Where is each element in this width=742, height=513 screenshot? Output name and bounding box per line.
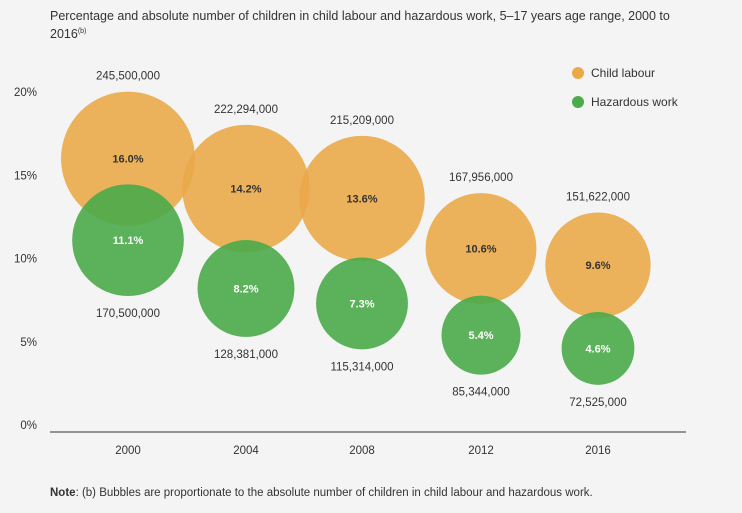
x-tick-label: 2004 — [233, 445, 259, 457]
x-tick-label: 2012 — [468, 445, 494, 457]
child-labour-bubble — [425, 193, 537, 304]
child-labour-absolute-label: 245,500,000 — [96, 71, 160, 83]
child-labour-absolute-label: 222,294,000 — [214, 104, 278, 116]
child-labour-bubble — [61, 91, 195, 226]
hazardous-work-percent-label: 8.2% — [233, 283, 258, 295]
child-labour-bubble — [545, 212, 651, 318]
y-tick-label: 5% — [20, 337, 37, 349]
child-labour-percent-label: 16.0% — [112, 154, 143, 166]
hazardous-work-percent-label: 5.4% — [468, 330, 493, 342]
legend-child-labour-label: Child labour — [591, 66, 655, 80]
hazardous-work-bubble — [561, 311, 635, 385]
child-labour-absolute-label: 215,209,000 — [330, 115, 394, 127]
hazardous-work-percent-label: 7.3% — [349, 298, 374, 310]
legend-hazardous-work-swatch — [572, 96, 584, 108]
hazardous-work-bubble — [441, 295, 521, 375]
x-tick-label: 2008 — [349, 445, 375, 457]
child-labour-percent-label: 13.6% — [346, 194, 377, 206]
hazardous-work-percent-label: 11.1% — [113, 235, 144, 247]
child-labour-percent-label: 14.2% — [230, 184, 261, 196]
hazardous-work-percent-label: 4.6% — [585, 343, 610, 355]
chart-title: Percentage and absolute number of childr… — [50, 9, 670, 42]
y-tick-label: 10% — [14, 254, 37, 266]
legend-child-labour-swatch — [572, 67, 584, 79]
child-labour-percent-label: 10.6% — [465, 244, 496, 256]
child-labour-bubble — [299, 135, 425, 262]
hazardous-work-bubble — [197, 240, 295, 337]
note-text: : (b) Bubbles are proportionate to the a… — [75, 487, 593, 499]
child-labour-absolute-label: 151,622,000 — [566, 192, 630, 204]
hazardous-work-bubble — [72, 184, 184, 297]
hazardous-work-absolute-label: 72,525,000 — [569, 397, 627, 409]
hazardous-work-absolute-label: 170,500,000 — [96, 308, 160, 320]
chart-note: Note: (b) Bubbles are proportionate to t… — [50, 487, 730, 499]
y-tick-label: 15% — [14, 170, 37, 182]
y-tick-label: 0% — [20, 420, 37, 432]
x-tick-label: 2000 — [115, 445, 141, 457]
title-note-marker: (b) — [77, 28, 87, 35]
hazardous-work-absolute-label: 85,344,000 — [452, 387, 510, 399]
child-labour-bubble — [182, 124, 310, 253]
x-tick-label: 2016 — [585, 445, 611, 457]
legend-hazardous-work-label: Hazardous work — [591, 95, 679, 109]
child-labour-percent-label: 9.6% — [585, 260, 610, 272]
child-labour-absolute-label: 167,956,000 — [449, 172, 513, 184]
note-prefix: Note — [50, 487, 76, 499]
y-tick-label: 20% — [14, 87, 37, 99]
hazardous-work-absolute-label: 128,381,000 — [214, 349, 278, 361]
hazardous-work-absolute-label: 115,314,000 — [330, 361, 393, 373]
hazardous-work-bubble — [316, 257, 408, 350]
